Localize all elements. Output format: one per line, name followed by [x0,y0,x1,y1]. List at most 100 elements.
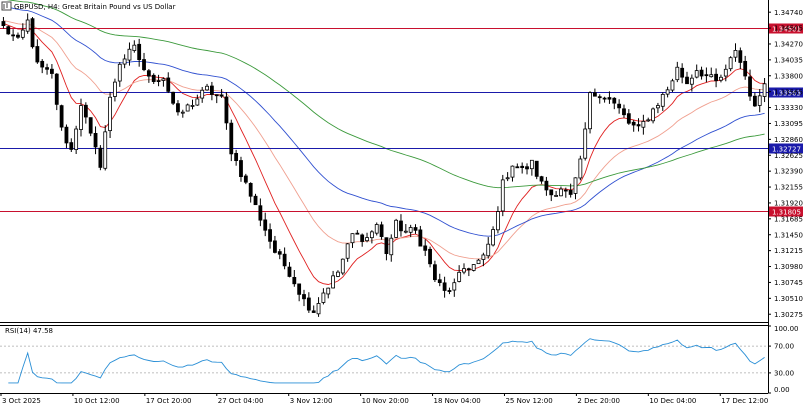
candle [578,155,583,181]
candle [98,145,103,171]
time-tick-label: 18 Nov 04:00 [434,397,481,405]
candle [282,247,287,270]
time-tick-label: 3 Oct 2025 [2,397,41,405]
rsi-pane: 100.00 70.00 30.00 0.00 [0,325,799,394]
candle [447,287,452,295]
candle [336,270,340,278]
chart-title: GBPUSD, H4: Great Britain Pound vs US Do… [14,3,176,11]
price-tick-label: 1.31450 [774,231,803,239]
time-tick-label: 25 Nov 12:00 [505,397,552,405]
candle [602,96,607,103]
candle [520,162,525,174]
candle [59,104,64,131]
candle [733,43,738,62]
chart-header: GBPUSD, H4: Great Britain Pound vs US Do… [1,1,176,335]
candle [728,56,733,72]
ma-100-line [6,0,765,189]
level-price-label: 1.31805 [769,206,803,217]
ma-50-line [3,5,765,237]
candle [316,297,321,317]
time-tick-label: 10 Nov 20:00 [362,397,409,405]
candle [612,97,617,110]
candle [113,78,117,102]
price-tick-label: 1.30745 [774,279,803,287]
candle [699,66,704,80]
candle [74,125,79,154]
horizontal-levels [0,28,768,212]
candle [689,74,694,92]
candle [69,138,74,152]
candle [704,67,709,83]
candle [719,74,723,83]
candle [273,235,277,254]
price-tick-label: 1.31920 [774,200,803,208]
candle [103,125,108,171]
candle [11,29,16,42]
price-tick-label: 1.32390 [774,168,803,176]
candle [389,234,394,262]
candle [243,173,248,185]
time-tick-label: 10 Oct 12:00 [74,397,120,405]
candle [195,94,200,106]
candle [137,38,142,67]
candle [331,270,335,289]
candle [748,69,752,101]
candle [25,13,30,34]
candle [258,198,263,227]
rsi-tick-label: 30.00 [774,370,794,378]
candle [345,243,350,262]
candle [408,224,413,238]
symbol-icon [1,1,12,11]
candle [573,177,578,200]
candle [365,232,369,243]
candle [491,226,495,247]
candle [505,172,510,182]
candle [311,305,316,313]
moving-averages [3,0,765,285]
price-axis: 1.34501 1.33563 1.32727 1.31805 1.34740 1.345… [768,9,803,319]
svg-text:1.32727: 1.32727 [772,145,801,153]
candle [413,224,418,234]
candle [6,25,11,35]
candle [350,233,355,248]
candle [171,91,176,106]
ma-10-line [3,22,765,285]
candle [340,258,345,276]
candle [452,278,457,297]
candle [510,165,515,182]
price-tick-label: 1.30275 [774,311,803,319]
candle [515,163,520,169]
candle [253,193,258,206]
candle [641,114,646,135]
candle [142,52,146,72]
candle [248,182,253,203]
candle [30,17,35,49]
candle [190,99,195,110]
candle [277,248,282,260]
candle [607,91,612,104]
candle [757,89,762,113]
candle [583,122,588,161]
candle [306,292,311,313]
candle [176,100,180,116]
price-tick-label: 1.34270 [774,41,803,49]
candle [476,258,481,265]
price-tick-label: 1.33565 [774,88,803,96]
price-tick-label: 1.34740 [774,9,803,17]
candle [539,175,544,184]
candle [714,68,718,88]
candle [694,64,699,79]
candle [685,71,689,85]
chart-frame [0,0,769,394]
candle [646,117,651,122]
candle [326,287,331,299]
time-tick-label: 17 Dec 12:00 [721,397,768,405]
price-tick-label: 1.33800 [774,72,803,80]
candle [471,264,476,272]
candle [205,83,209,91]
price-tick-label: 1.32155 [774,184,803,192]
price-tick-label: 1.33095 [774,120,803,128]
candle [486,237,491,259]
